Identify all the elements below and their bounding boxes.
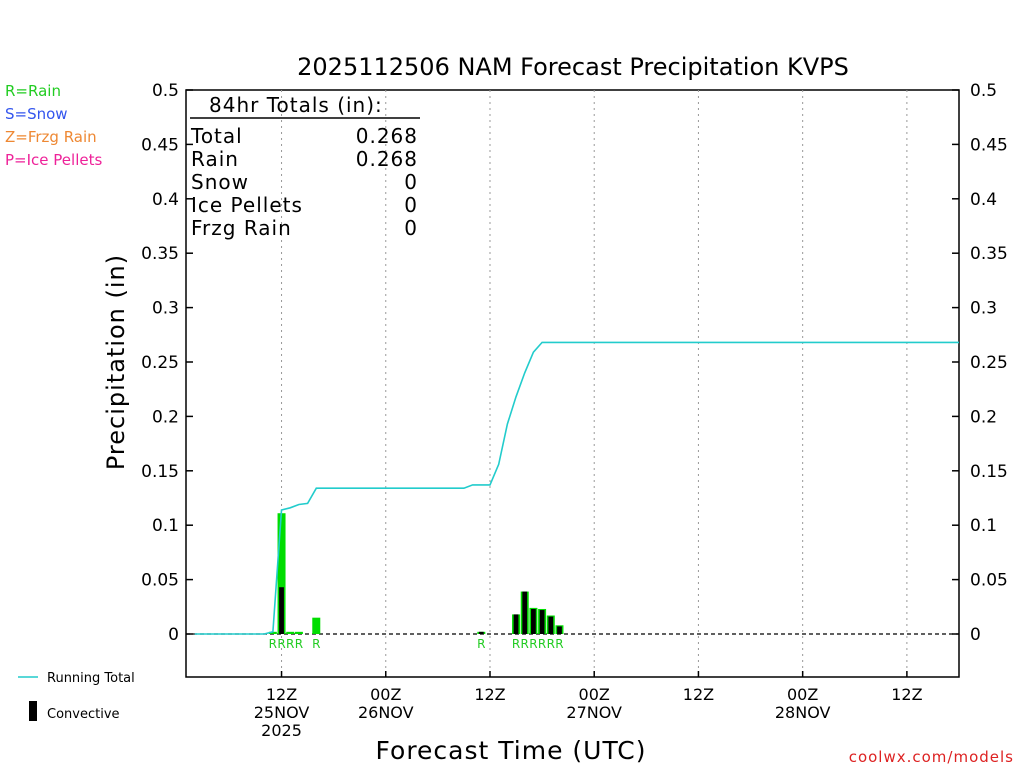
y-tick-label-right-8: 0.4	[970, 190, 997, 210]
totals-row-label-1: Rain	[191, 147, 239, 171]
chart-title: 2025112506 NAM Forecast Precipitation KV…	[297, 53, 849, 81]
convective-bar-2	[513, 614, 519, 634]
totals-row-value-2: 0	[404, 170, 418, 194]
running-total-polyline	[194, 341, 959, 635]
totals-row-label-4: Frzg Rain	[191, 216, 292, 240]
precip-type-label-11: R	[555, 637, 563, 651]
y-tick-label-left-6: 0.3	[152, 299, 179, 319]
x-tick-label-5-0: 00Z	[787, 685, 818, 704]
totals-row-value-3: 0	[404, 193, 418, 217]
legend-label-0: Running Total	[47, 671, 135, 686]
precip-type-label-3: R	[295, 637, 303, 651]
y-axis-left: 0 0.05 0.1 0.15 0.2 0.25 0.3 0.35 0.4 0.45 0.5	[141, 81, 193, 645]
y-tick-label-right-0: 0	[970, 625, 981, 645]
convective-bar-7	[557, 626, 562, 634]
y-tick-label-left-1: 0.05	[141, 571, 179, 591]
convective-bar-1	[478, 631, 484, 634]
precip-type-label-7: R	[521, 637, 529, 651]
y-tick-label-left-5: 0.25	[141, 353, 179, 373]
convective-bars	[279, 587, 562, 634]
y-tick-label-left-3: 0.15	[141, 462, 179, 482]
precip-bar-1	[277, 513, 286, 634]
y-tick-label-left-7: 0.35	[141, 244, 179, 264]
precip-type-label-10: R	[547, 637, 555, 651]
convective-bar-3	[522, 591, 528, 634]
convective-bar-5	[539, 610, 545, 634]
plot-border	[185, 89, 960, 678]
x-axis-label: Forecast Time (UTC)	[376, 736, 647, 765]
precip-type-legend-item-2: Z=Frzg Rain	[5, 128, 97, 146]
y-tick-label-right-7: 0.35	[970, 244, 1008, 264]
y-tick-label-right-2: 0.1	[970, 516, 997, 536]
convective-bar-6	[548, 616, 554, 634]
y-tick-label-left-9: 0.45	[141, 135, 179, 155]
precip-type-label-9: R	[538, 637, 546, 651]
convective-bar-4	[531, 608, 536, 634]
totals-box: 84hr Totals (in): Total 0.268 Rain 0.268 Snow…	[190, 93, 420, 240]
plot-frame	[185, 89, 960, 678]
y-axis-label: Precipitation (in)	[102, 254, 130, 470]
credit-text: coolwx.com/models	[849, 748, 1014, 766]
y-tick-label-left-2: 0.1	[152, 516, 179, 536]
precip-bar-2	[286, 631, 295, 634]
y-tick-label-right-4: 0.2	[970, 407, 997, 427]
precip-bar-3	[294, 631, 303, 634]
x-tick-label-3-1: 27NOV	[566, 703, 622, 722]
precipitation-bars	[268, 513, 564, 634]
legend-label-1: Convective	[47, 707, 120, 722]
y-tick-label-left-10: 0.5	[152, 81, 179, 101]
x-tick-label-6-0: 12Z	[891, 685, 922, 704]
precip-type-label-2: R	[286, 637, 294, 651]
y-tick-label-right-9: 0.45	[970, 135, 1008, 155]
x-tick-label-5-1: 28NOV	[775, 703, 831, 722]
grid-lines	[186, 90, 959, 677]
x-tick-label-1-0: 00Z	[370, 685, 401, 704]
x-tick-label-0-1: 25NOV	[254, 703, 310, 722]
precip-type-label-0: R	[269, 637, 277, 651]
y-tick-label-right-5: 0.25	[970, 353, 1008, 373]
y-tick-label-right-1: 0.05	[970, 571, 1008, 591]
y-tick-label-left-8: 0.4	[152, 190, 179, 210]
legend-swatch-convective	[29, 701, 37, 721]
x-tick-label-2-0: 12Z	[474, 685, 505, 704]
series-legend: Running Total Convective	[18, 671, 135, 722]
totals-heading: 84hr Totals (in):	[209, 93, 383, 117]
y-tick-label-left-4: 0.2	[152, 407, 179, 427]
y-axis-right: 0 0.05 0.1 0.15 0.2 0.25 0.3 0.35 0.4 0.45 0.5	[952, 81, 1008, 645]
precip-bar-0	[268, 631, 277, 634]
precip-type-legend-item-0: R=Rain	[5, 82, 61, 100]
totals-row-label-0: Total	[190, 124, 243, 148]
convective-bar-0	[279, 587, 284, 634]
precip-type-label-1: R	[277, 637, 285, 651]
y-tick-label-right-10: 0.5	[970, 81, 997, 101]
precip-type-label-5: R	[477, 637, 485, 651]
y-tick-label-left-0: 0	[168, 625, 179, 645]
totals-row-value-1: 0.268	[356, 147, 418, 171]
y-tick-label-right-6: 0.3	[970, 299, 997, 319]
x-tick-label-0-0: 12Z	[266, 685, 297, 704]
x-tick-label-4-0: 12Z	[683, 685, 714, 704]
precip-type-label-6: R	[512, 637, 520, 651]
precip-type-legend-item-1: S=Snow	[5, 105, 68, 123]
precip-type-label-8: R	[529, 637, 537, 651]
x-tick-label-1-1: 26NOV	[358, 703, 414, 722]
running-total-line	[194, 341, 959, 635]
y-tick-label-right-3: 0.15	[970, 462, 1008, 482]
precip-type-label-4: R	[312, 637, 320, 651]
totals-row-label-2: Snow	[191, 170, 249, 194]
totals-row-label-3: Ice Pellets	[191, 193, 303, 217]
x-tick-label-3-0: 00Z	[579, 685, 610, 704]
precip-type-legend: R=Rain S=Snow Z=Frzg Rain P=Ice Pellets	[5, 82, 102, 169]
totals-row-value-4: 0	[404, 216, 418, 240]
totals-row-value-0: 0.268	[356, 124, 418, 148]
precip-bar-4	[312, 617, 321, 634]
precip-type-legend-item-3: P=Ice Pellets	[5, 151, 102, 169]
x-tick-label-0-2: 2025	[261, 721, 302, 740]
